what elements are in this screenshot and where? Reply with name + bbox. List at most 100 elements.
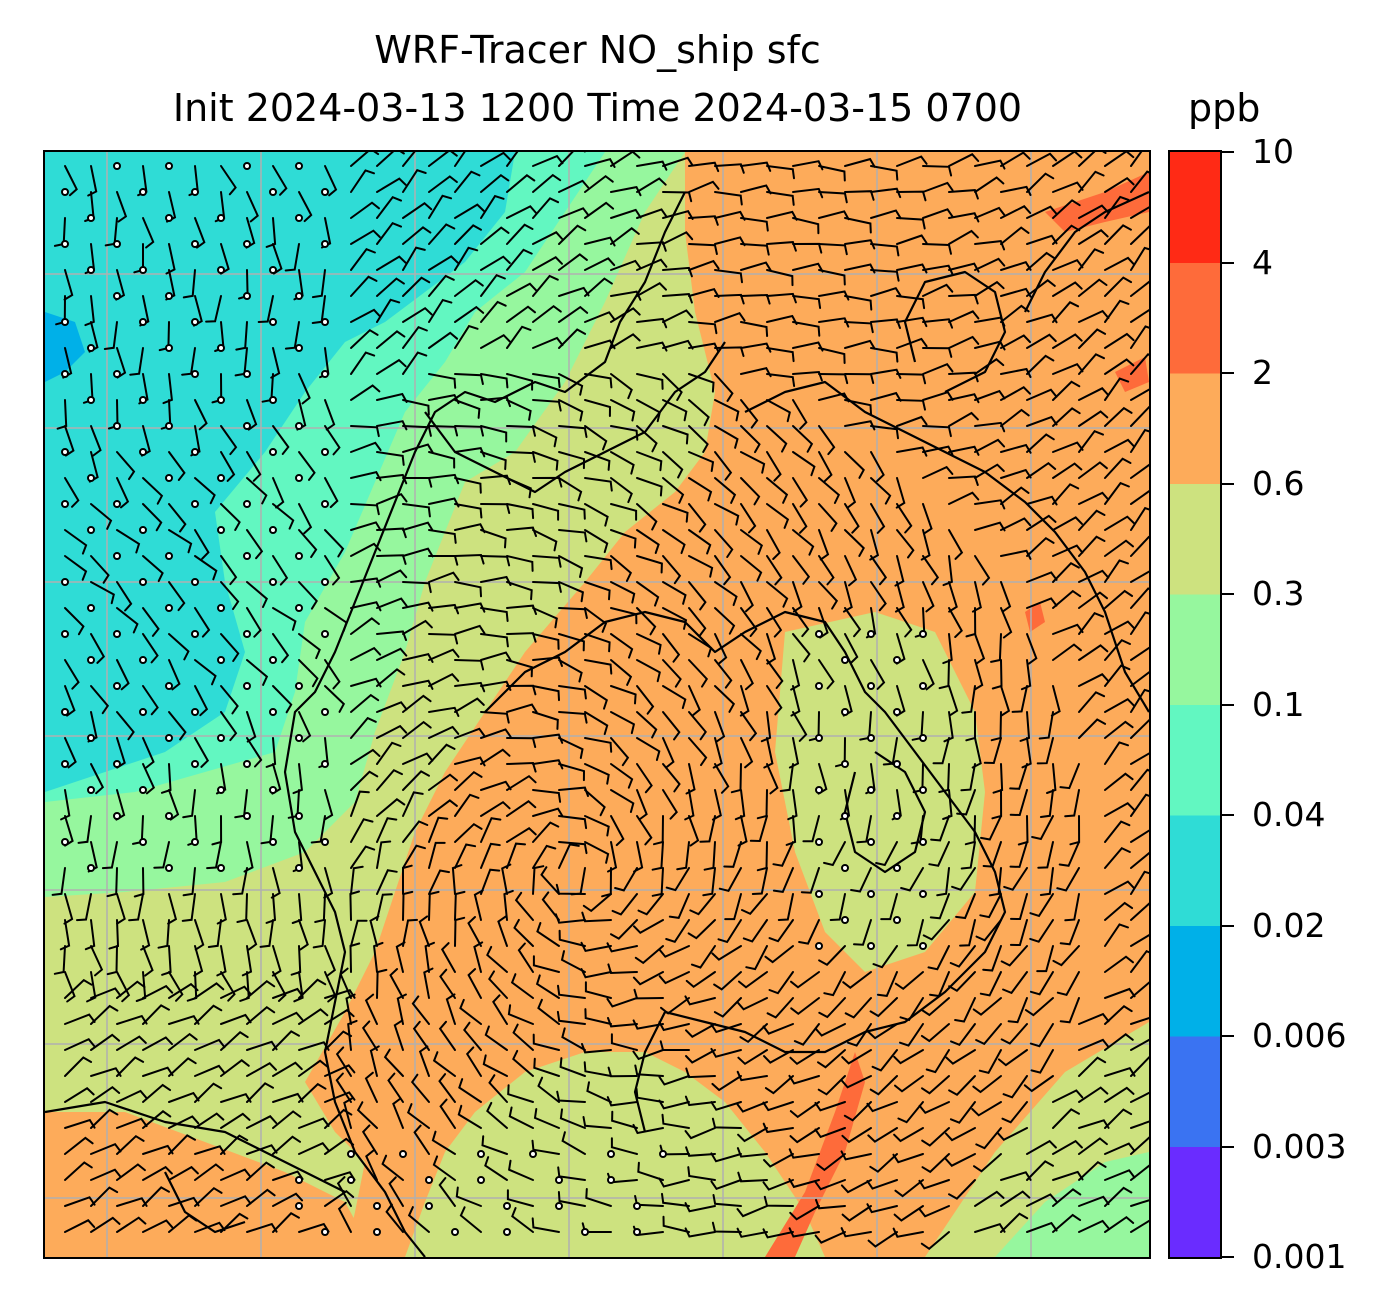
calm-marker bbox=[295, 292, 303, 300]
calm-marker bbox=[555, 1202, 563, 1210]
wind-barb bbox=[975, 919, 1002, 942]
map-subtitle: Init 2024-03-13 1200 Time 2024-03-15 070… bbox=[172, 86, 1023, 130]
wind-barb bbox=[1052, 1139, 1083, 1155]
wind-barb bbox=[840, 1150, 872, 1161]
wind-barb bbox=[350, 441, 382, 453]
wind-barb bbox=[64, 529, 88, 555]
wind-barb bbox=[584, 425, 608, 451]
wind-barb bbox=[766, 241, 797, 252]
wind-barb bbox=[740, 261, 772, 272]
wind-barb bbox=[454, 916, 466, 947]
wind-barb bbox=[1078, 387, 1110, 401]
wind-barb bbox=[142, 945, 154, 977]
calm-marker bbox=[191, 318, 199, 326]
wind-barb bbox=[688, 342, 720, 353]
calm-marker bbox=[243, 630, 251, 638]
wind-barb bbox=[116, 191, 128, 223]
wind-barb bbox=[142, 1165, 173, 1181]
wind-barb bbox=[789, 1127, 820, 1144]
wind-barb bbox=[930, 815, 950, 842]
wind-barb bbox=[488, 1074, 508, 1103]
wind-barb bbox=[818, 191, 848, 204]
wind-barb bbox=[532, 821, 560, 843]
wind-barb bbox=[343, 1097, 354, 1129]
wind-barb bbox=[1130, 353, 1149, 375]
wind-barb bbox=[785, 815, 797, 846]
field-hotspot-e bbox=[1115, 357, 1149, 392]
wind-barb bbox=[662, 711, 681, 741]
wind-barb bbox=[922, 391, 954, 401]
wind-barb bbox=[558, 253, 588, 271]
wind-barb bbox=[271, 945, 282, 977]
wind-barb bbox=[298, 1082, 327, 1103]
wind-barb bbox=[1104, 697, 1135, 713]
wind-barb bbox=[1026, 1139, 1057, 1155]
wind-barb bbox=[376, 840, 392, 869]
wind-barb bbox=[531, 1217, 560, 1233]
wind-barb bbox=[1078, 328, 1107, 349]
wind-barb bbox=[558, 843, 580, 869]
wind-barb bbox=[766, 165, 795, 180]
border-central bbox=[484, 610, 1007, 1054]
wind-barb bbox=[610, 633, 634, 659]
calm-marker bbox=[477, 1150, 485, 1158]
wind-barb bbox=[688, 373, 715, 393]
calm-marker bbox=[165, 214, 173, 222]
wind-barb bbox=[484, 1025, 508, 1051]
calm-marker bbox=[269, 448, 277, 456]
calm-marker bbox=[321, 240, 329, 248]
wind-barb bbox=[1104, 987, 1136, 999]
wind-barb bbox=[116, 1035, 147, 1051]
wind-barb bbox=[194, 529, 210, 560]
wind-barb bbox=[506, 205, 538, 219]
calm-marker bbox=[61, 188, 69, 196]
wind-barb bbox=[869, 997, 898, 1018]
wind-barb bbox=[298, 659, 319, 688]
wind-barb bbox=[432, 1051, 456, 1077]
calm-marker bbox=[295, 604, 303, 612]
wind-barb bbox=[956, 789, 976, 816]
wind-barb bbox=[1104, 1142, 1136, 1155]
wind-barb bbox=[740, 529, 764, 555]
wind-barb bbox=[988, 867, 1002, 897]
wind-barb bbox=[870, 368, 902, 379]
wind-barb bbox=[814, 1023, 846, 1037]
wind-barb bbox=[974, 358, 1005, 375]
wind-barb bbox=[64, 685, 76, 717]
wind-barb bbox=[428, 773, 458, 791]
wind-barb bbox=[1026, 415, 1058, 427]
wind-barb bbox=[918, 1179, 950, 1190]
wind-barb bbox=[272, 971, 287, 1002]
wind-barb bbox=[636, 208, 668, 219]
wind-barb bbox=[1052, 1188, 1082, 1207]
wind-barb bbox=[942, 555, 953, 587]
wind-barb bbox=[1059, 997, 1080, 1024]
wind-barb bbox=[1001, 1101, 1028, 1124]
wind-barb bbox=[584, 257, 616, 271]
wind-barb bbox=[1130, 225, 1149, 245]
wind-barb bbox=[324, 529, 345, 558]
calm-marker bbox=[61, 318, 69, 326]
wind-barb bbox=[194, 555, 218, 581]
colorbar-swatch-6 bbox=[1170, 483, 1220, 595]
wind-barb bbox=[610, 373, 633, 400]
calm-marker bbox=[113, 370, 121, 378]
calm-marker bbox=[425, 1176, 433, 1184]
calm-marker bbox=[113, 292, 121, 300]
wind-barb bbox=[922, 362, 954, 375]
wind-barb bbox=[265, 893, 277, 924]
wind-barb bbox=[392, 1097, 404, 1129]
wind-barb bbox=[537, 1076, 560, 1103]
wind-barb bbox=[818, 210, 850, 221]
calm-marker bbox=[867, 890, 875, 898]
wind-barb bbox=[533, 1108, 560, 1129]
calm-marker bbox=[633, 1228, 641, 1236]
wind-barb bbox=[1000, 408, 1030, 427]
coastline-inner bbox=[424, 341, 726, 494]
wind-barb bbox=[272, 633, 290, 664]
wind-barb bbox=[766, 347, 795, 363]
wind-barb bbox=[688, 259, 720, 271]
wind-barb bbox=[1104, 256, 1136, 271]
wind-barb bbox=[402, 425, 432, 437]
calm-marker bbox=[191, 630, 199, 638]
